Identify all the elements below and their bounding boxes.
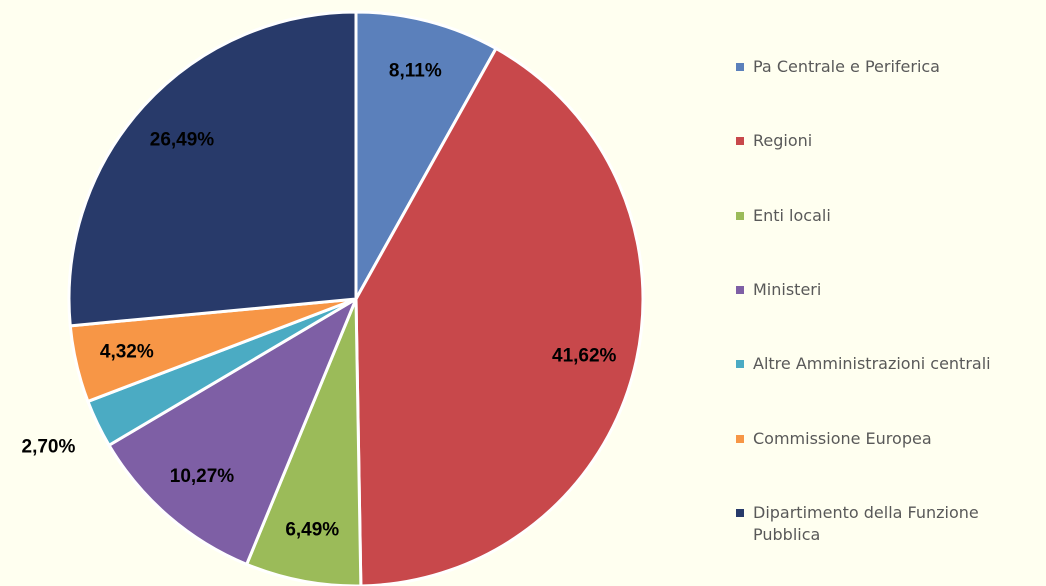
legend-item: Ministeri xyxy=(736,279,1046,301)
data-label: 41,62% xyxy=(552,345,617,366)
legend-label: Pa Centrale e Periferica xyxy=(753,57,940,76)
pie-slice xyxy=(107,295,360,567)
legend-label: Regioni xyxy=(753,131,813,151)
pie-slice xyxy=(67,10,358,328)
data-label: 10,27% xyxy=(170,466,235,487)
pie-slice xyxy=(354,46,645,586)
legend-item: Altre Amministrazioni centrali xyxy=(736,353,1046,375)
legend-label: Dipartimento della Funzione Pubblica xyxy=(753,502,979,544)
legend-swatch xyxy=(736,434,744,443)
legend-item: Commissione Europea xyxy=(736,428,1046,450)
data-label: 4,32% xyxy=(100,342,154,363)
data-label: 6,49% xyxy=(285,519,339,540)
legend-label: Enti locali xyxy=(753,205,831,225)
legend-swatch xyxy=(736,137,744,146)
legend-label: Commissione Europea xyxy=(753,428,932,448)
data-label: 8,11% xyxy=(389,60,442,81)
legend-label: Altre Amministrazioni centrali xyxy=(753,354,991,374)
legend-item: Dipartimento della Funzione Pubblica xyxy=(736,502,1046,546)
pie-slice xyxy=(354,10,499,305)
legend-swatch xyxy=(736,360,744,369)
legend-swatch xyxy=(736,211,744,220)
legend-label: Ministeri xyxy=(753,279,822,299)
legend-swatch xyxy=(736,285,744,294)
legend-swatch xyxy=(736,63,744,71)
legend-item: Enti locali xyxy=(736,205,1046,227)
legend-swatch xyxy=(736,508,744,517)
legend-item: Pa Centrale e Periferica xyxy=(736,56,1046,78)
legend-item: Regioni xyxy=(736,130,1046,152)
data-label: 26,49% xyxy=(150,130,215,151)
data-label: 2,70% xyxy=(22,437,76,458)
